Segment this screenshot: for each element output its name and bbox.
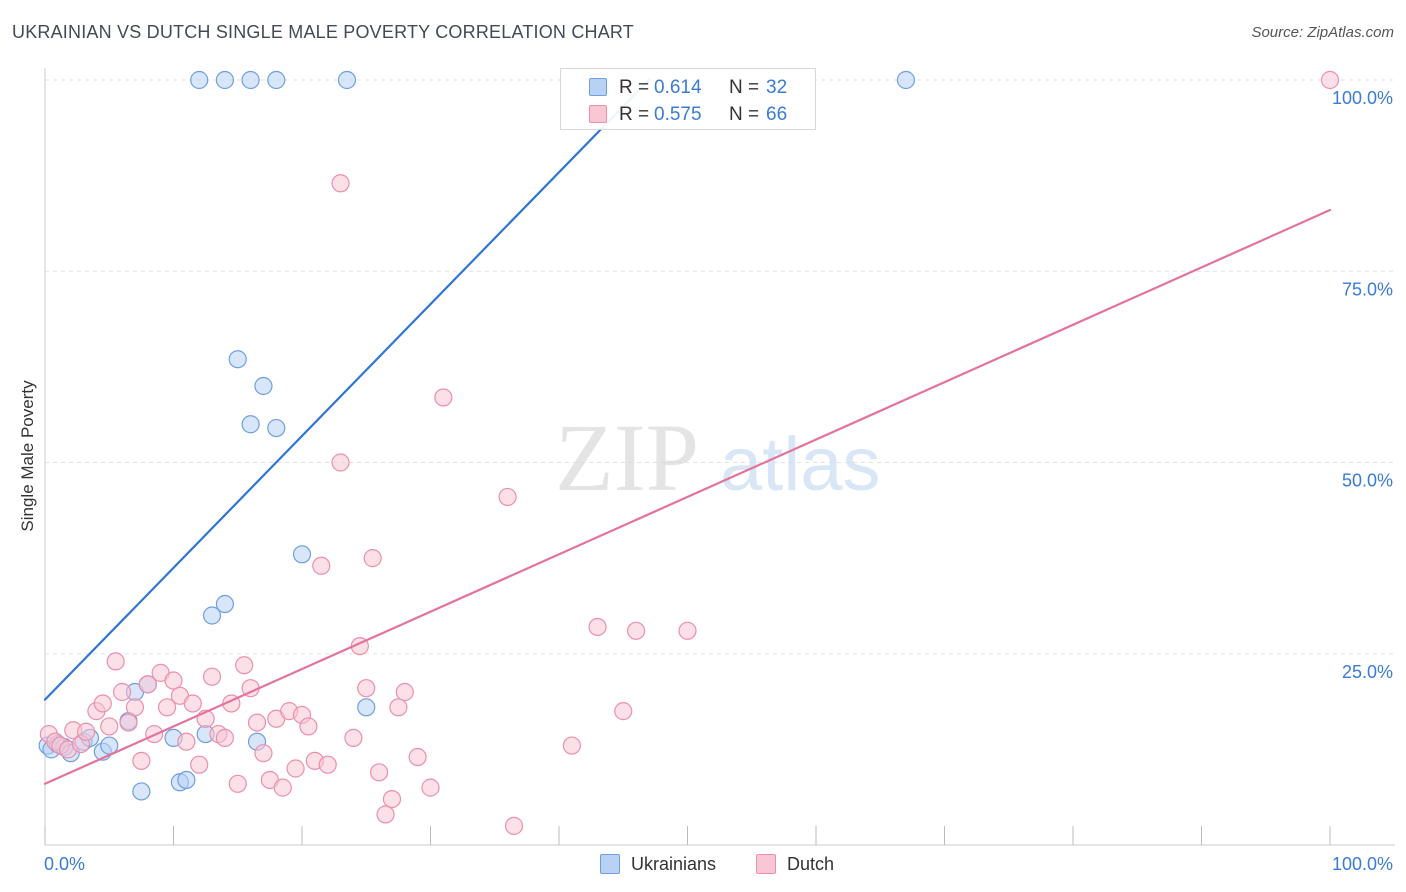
data-point-dutch bbox=[344, 728, 363, 748]
legend-swatch-ukrainians bbox=[589, 78, 607, 96]
data-point-dutch bbox=[363, 549, 382, 568]
data-point-dutch bbox=[382, 789, 402, 809]
n-value: 32 bbox=[766, 77, 788, 98]
trend-line-ukrainians bbox=[43, 78, 651, 701]
y-tick-label: 50.0% bbox=[1342, 471, 1393, 491]
data-point-ukrainians bbox=[228, 350, 247, 369]
n-value: 66 bbox=[766, 104, 788, 125]
data-point-dutch bbox=[626, 621, 646, 640]
trend-lines bbox=[43, 78, 1332, 785]
watermark-atlas: atlas bbox=[720, 422, 881, 507]
data-point-dutch bbox=[177, 732, 196, 751]
series-legend: Ukrainians Dutch bbox=[0, 852, 1406, 878]
data-point-dutch bbox=[228, 774, 247, 793]
data-point-ukrainians bbox=[190, 70, 209, 90]
data-point-dutch bbox=[318, 755, 337, 774]
x-tick-label: 0.0% bbox=[44, 854, 85, 874]
data-point-ukrainians bbox=[215, 594, 234, 614]
data-point-dutch bbox=[273, 778, 292, 797]
data-point-dutch bbox=[132, 751, 151, 770]
r-value: 0.614 bbox=[654, 77, 702, 98]
data-point-dutch bbox=[588, 617, 607, 637]
r-label: R = bbox=[619, 104, 650, 125]
data-point-dutch bbox=[93, 694, 112, 713]
grid bbox=[45, 79, 1395, 655]
data-point-dutch bbox=[498, 487, 517, 507]
data-point-dutch bbox=[247, 713, 267, 732]
data-point-dutch bbox=[376, 805, 395, 824]
data-point-dutch bbox=[331, 174, 350, 193]
data-point-dutch bbox=[312, 556, 331, 575]
data-point-ukrainians bbox=[337, 70, 357, 90]
data-point-dutch bbox=[235, 656, 254, 675]
stats-legend: R = 0.614 N = 32 R = 0.575 N = 66 bbox=[560, 68, 816, 130]
legend-swatch-dutch bbox=[756, 854, 776, 874]
data-point-dutch bbox=[202, 667, 222, 686]
data-point-dutch bbox=[434, 388, 453, 407]
data-point-ukrainians bbox=[254, 376, 273, 396]
watermark: ZIP atlas bbox=[555, 404, 881, 511]
data-point-dutch bbox=[215, 728, 234, 748]
data-point-dutch bbox=[254, 744, 273, 763]
data-point-dutch bbox=[138, 675, 157, 694]
data-point-dutch bbox=[614, 702, 633, 721]
r-value: 0.575 bbox=[654, 104, 702, 125]
axes bbox=[44, 68, 1395, 846]
data-point-ukrainians bbox=[267, 418, 286, 438]
watermark-zip: ZIP bbox=[555, 404, 699, 511]
data-point-ukrainians bbox=[896, 70, 916, 90]
data-point-dutch bbox=[562, 736, 581, 755]
data-point-dutch bbox=[408, 747, 427, 767]
data-point-dutch bbox=[125, 698, 145, 717]
tick-labels: 25.0% 50.0% 75.0% 100.0% 0.0% 100.0% bbox=[44, 88, 1393, 874]
legend-label-dutch: Dutch bbox=[787, 854, 835, 874]
data-point-dutch bbox=[678, 621, 697, 640]
data-point-dutch bbox=[331, 453, 350, 472]
data-point-dutch bbox=[421, 778, 440, 797]
data-point-ukrainians bbox=[202, 606, 222, 625]
data-point-dutch bbox=[1320, 70, 1340, 90]
data-point-dutch bbox=[504, 816, 524, 835]
data-point-dutch bbox=[395, 682, 414, 702]
y-tick-label: 25.0% bbox=[1342, 662, 1393, 682]
data-point-ukrainians bbox=[241, 415, 260, 434]
data-point-dutch bbox=[183, 694, 202, 713]
data-point-ukrainians bbox=[215, 70, 234, 90]
data-point-dutch bbox=[119, 713, 138, 732]
data-points bbox=[38, 70, 1340, 835]
r-label: R = bbox=[619, 77, 650, 98]
data-point-dutch bbox=[370, 763, 389, 782]
y-tick-label: 75.0% bbox=[1342, 279, 1393, 299]
data-point-dutch bbox=[77, 722, 96, 741]
data-point-dutch bbox=[357, 679, 376, 698]
data-point-dutch bbox=[164, 671, 183, 690]
x-tick-label: 100.0% bbox=[1332, 854, 1393, 874]
n-label: N = bbox=[729, 104, 760, 125]
n-label: N = bbox=[729, 77, 760, 98]
trend-line-dutch bbox=[43, 208, 1332, 785]
data-point-ukrainians bbox=[292, 545, 312, 564]
data-point-ukrainians bbox=[357, 698, 376, 717]
data-point-ukrainians bbox=[132, 782, 151, 801]
data-point-dutch bbox=[100, 717, 119, 736]
data-point-ukrainians bbox=[241, 70, 260, 90]
series-dutch bbox=[39, 70, 1340, 835]
chart-source: Source: ZipAtlas.com bbox=[1251, 24, 1394, 41]
data-point-dutch bbox=[157, 698, 177, 717]
data-point-dutch bbox=[286, 759, 305, 778]
legend-label-ukrainians: Ukrainians bbox=[631, 854, 717, 874]
y-tick-label: 100.0% bbox=[1332, 88, 1393, 108]
data-point-dutch bbox=[389, 698, 408, 717]
legend-swatch-ukrainians bbox=[600, 854, 620, 874]
legend-swatch-dutch bbox=[589, 105, 607, 123]
data-point-ukrainians bbox=[177, 770, 196, 790]
data-point-dutch bbox=[106, 652, 125, 671]
data-point-dutch bbox=[299, 717, 318, 736]
chart-title: UKRAINIAN VS DUTCH SINGLE MALE POVERTY C… bbox=[12, 22, 634, 42]
data-point-ukrainians bbox=[267, 70, 286, 90]
data-point-dutch bbox=[112, 682, 132, 702]
data-point-dutch bbox=[190, 755, 209, 774]
